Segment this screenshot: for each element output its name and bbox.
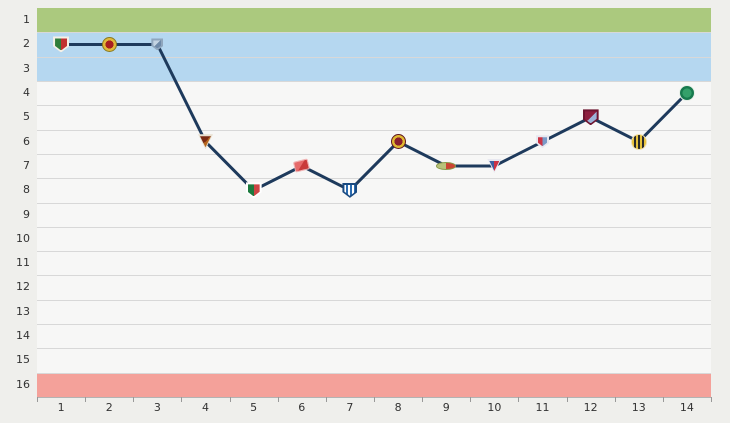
x-axis-label: 2 <box>105 401 113 414</box>
crest-green-white-red-shield-icon[interactable] <box>245 182 262 199</box>
grid-row <box>37 324 711 349</box>
relegation-zone-band <box>37 372 711 397</box>
y-axis-label: 5 <box>23 110 30 124</box>
y-axis-label: 10 <box>16 231 30 245</box>
grid-row <box>37 129 711 154</box>
x-axis-tick <box>85 397 87 402</box>
grid-row <box>37 178 711 203</box>
x-axis-tick <box>277 397 279 402</box>
y-axis-label: 13 <box>16 304 30 318</box>
x-axis-label: 9 <box>442 401 450 414</box>
x-axis-label: 13 <box>631 401 646 414</box>
y-axis-label: 12 <box>16 280 30 294</box>
crest-blue-white-stripes-icon[interactable] <box>342 182 358 198</box>
plot-area <box>37 8 711 398</box>
y-axis-label: 4 <box>23 85 30 99</box>
crest-yellow-black-stripes-icon[interactable] <box>630 133 647 150</box>
crest-steel-blue-shield-icon-fill <box>153 40 162 49</box>
y-axis-label: 15 <box>16 353 30 367</box>
y-axis-label: 9 <box>23 207 30 221</box>
crest-green-white-red-shield-icon-fill <box>247 184 260 197</box>
upper-zone-band <box>37 56 711 81</box>
crest-green-red-shield-icon[interactable] <box>53 36 70 53</box>
y-axis-label: 8 <box>23 183 30 197</box>
x-axis-tick <box>181 397 183 402</box>
crest-crimson-striped-shield-icon[interactable] <box>582 109 599 126</box>
crest-maroon-pennant-icon-fill <box>200 136 211 148</box>
y-axis-label: 14 <box>16 329 30 343</box>
crest-blue-white-stripes-icon-fill <box>344 184 356 196</box>
grid-row <box>37 348 711 373</box>
x-axis-tick <box>662 397 664 402</box>
grid-row <box>37 299 711 325</box>
crest-red-yellow-round-icon[interactable] <box>101 36 117 52</box>
grid-row <box>37 202 711 227</box>
x-axis-label: 8 <box>394 401 402 414</box>
x-axis-tick <box>133 397 135 402</box>
x-axis-tick <box>37 397 38 402</box>
crest-olive-wide-icon[interactable] <box>436 162 456 170</box>
x-axis-tick <box>422 397 424 402</box>
grid-row <box>37 105 711 130</box>
x-axis-tick <box>711 397 712 402</box>
crest-blue-red-triangle-icon-fill <box>489 161 500 172</box>
x-axis-label: 12 <box>583 401 598 414</box>
x-axis-label: 10 <box>487 401 502 414</box>
x-axis-tick <box>325 397 327 402</box>
y-axis-label: 2 <box>23 37 30 51</box>
crest-red-circle-yellow-ring-icon[interactable] <box>390 134 406 150</box>
grid-row <box>37 80 711 106</box>
top-zone-band <box>37 8 711 33</box>
x-axis-label: 6 <box>298 401 306 414</box>
x-axis-label: 14 <box>679 401 694 414</box>
position-line <box>59 43 689 192</box>
x-axis-label: 5 <box>250 401 258 414</box>
crest-red-monogram-icon[interactable] <box>536 135 549 149</box>
grid-row <box>37 275 711 300</box>
crest-crimson-striped-shield-icon-fill <box>584 111 597 124</box>
crest-red-monogram-icon-fill <box>538 137 547 147</box>
x-axis-tick <box>518 397 520 402</box>
x-axis-tick <box>470 397 472 402</box>
grid-row <box>37 251 711 276</box>
x-axis-tick <box>614 397 616 402</box>
crest-steel-blue-shield-icon[interactable] <box>151 38 164 51</box>
x-axis-label: 7 <box>346 401 354 414</box>
crest-green-red-shield-icon-fill <box>55 38 68 51</box>
x-axis-label: 1 <box>57 401 65 414</box>
x-axis-tick <box>374 397 375 402</box>
x-axis-tick <box>229 397 231 402</box>
y-axis-label: 11 <box>16 256 30 270</box>
y-axis-label: 16 <box>16 377 30 391</box>
y-axis-label: 7 <box>23 158 30 172</box>
grid-row <box>37 226 711 252</box>
x-axis-label: 11 <box>535 401 550 414</box>
y-axis-label: 1 <box>23 13 30 26</box>
x-axis-label: 4 <box>201 401 209 414</box>
crest-green-ring-circle-icon[interactable] <box>678 85 695 102</box>
x-axis-label: 3 <box>153 401 161 414</box>
y-axis-label: 3 <box>23 61 30 75</box>
x-axis-tick <box>566 397 568 402</box>
y-axis-label: 6 <box>23 134 30 148</box>
